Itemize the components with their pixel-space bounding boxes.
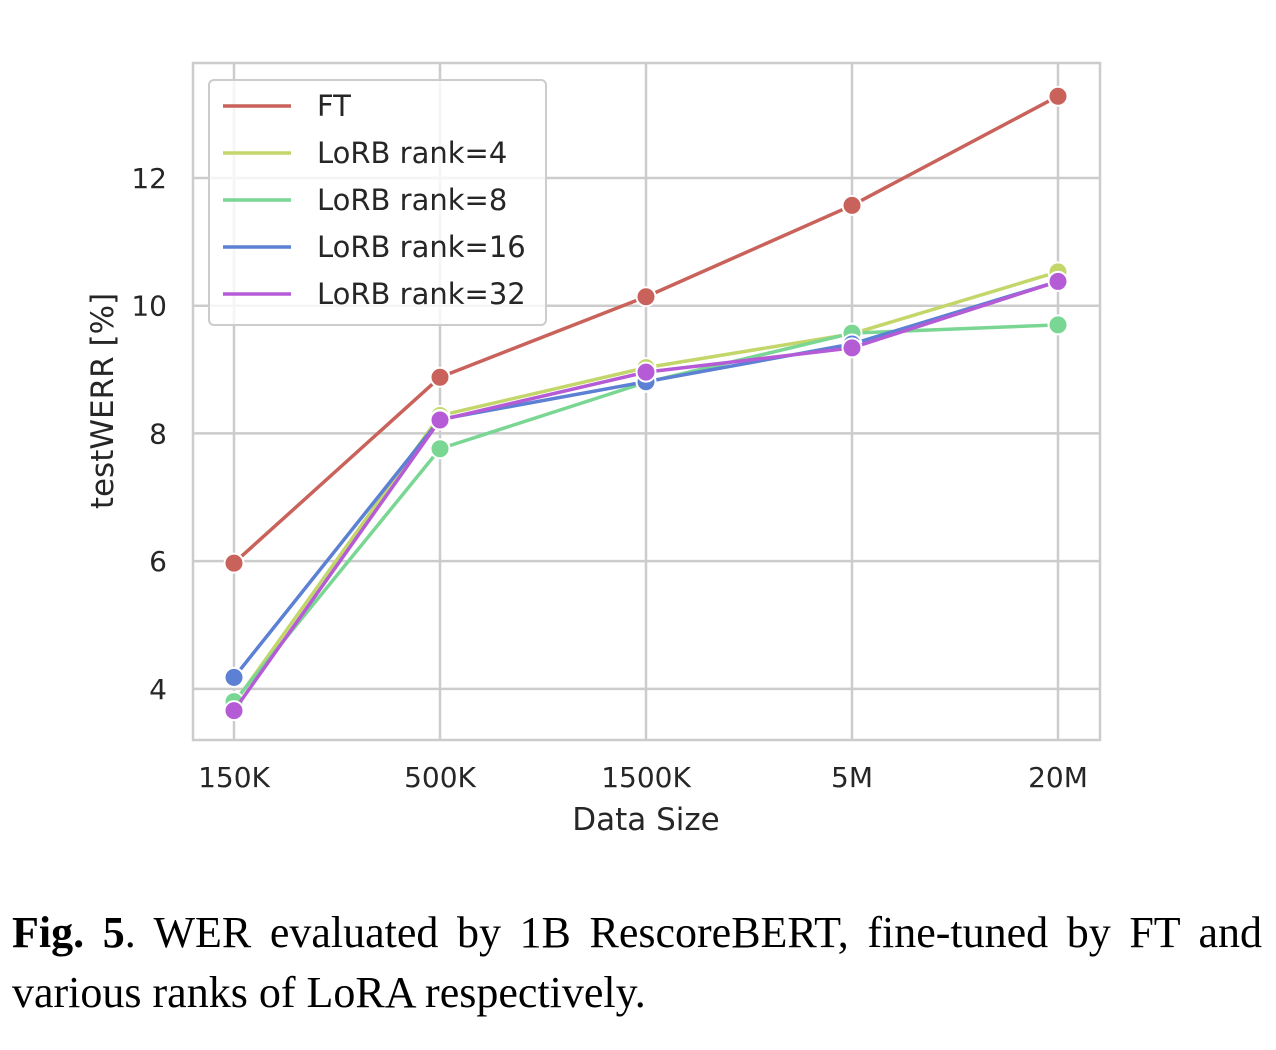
x-tick-label: 500K xyxy=(404,761,476,794)
y-tick-label: 12 xyxy=(131,162,167,195)
data-point xyxy=(429,409,451,431)
series-ft xyxy=(223,85,1069,574)
x-tick-label: 1500K xyxy=(601,761,691,794)
y-tick-label: 8 xyxy=(149,417,167,450)
legend-box xyxy=(208,79,547,326)
legend-entry: LoRB rank=32 xyxy=(317,277,526,311)
x-axis-label: Data Size xyxy=(572,802,720,838)
data-point xyxy=(841,337,863,359)
y-tick-label: 6 xyxy=(149,545,167,578)
caption-text: . WER evaluated by 1B RescoreBERT, fine-… xyxy=(12,908,1262,1017)
data-point xyxy=(429,366,451,388)
series-lorb-rank-32 xyxy=(223,270,1069,722)
legend-entry: FT xyxy=(317,89,351,123)
y-tick-label: 10 xyxy=(131,290,167,323)
data-point xyxy=(1047,314,1069,336)
legend-entry: LoRB rank=16 xyxy=(317,230,526,264)
data-point xyxy=(223,700,245,722)
figure-caption: Fig. 5. WER evaluated by 1B RescoreBERT,… xyxy=(12,903,1262,1023)
caption-label: Fig. 5 xyxy=(12,908,125,957)
legend-entry: LoRB rank=8 xyxy=(317,183,507,217)
plot-frame xyxy=(191,61,1102,742)
x-tick-label: 150K xyxy=(198,761,270,794)
data-point xyxy=(841,194,863,216)
data-point xyxy=(429,438,451,460)
series-layer xyxy=(223,85,1069,722)
line-chart: 150K 500K 1500K 5M 20M 4 6 8 10 12 Data Size test… xyxy=(85,61,1102,838)
y-axis-label: testWERR [%] xyxy=(85,293,121,509)
data-point xyxy=(223,666,245,688)
data-point xyxy=(223,552,245,574)
tick-labels: 150K 500K 1500K 5M 20M 4 6 8 10 12 xyxy=(131,162,1088,794)
data-point xyxy=(635,361,657,383)
x-tick-label: 5M xyxy=(831,761,873,794)
x-tick-label: 20M xyxy=(1028,761,1088,794)
legend: FT LoRB rank=4 LoRB rank=8 LoRB rank=16 LoRB… xyxy=(208,79,547,326)
data-point xyxy=(1047,85,1069,107)
legend-entry: LoRB rank=4 xyxy=(317,136,507,170)
data-point xyxy=(1047,270,1069,292)
data-point xyxy=(635,286,657,308)
y-tick-label: 4 xyxy=(149,673,167,706)
